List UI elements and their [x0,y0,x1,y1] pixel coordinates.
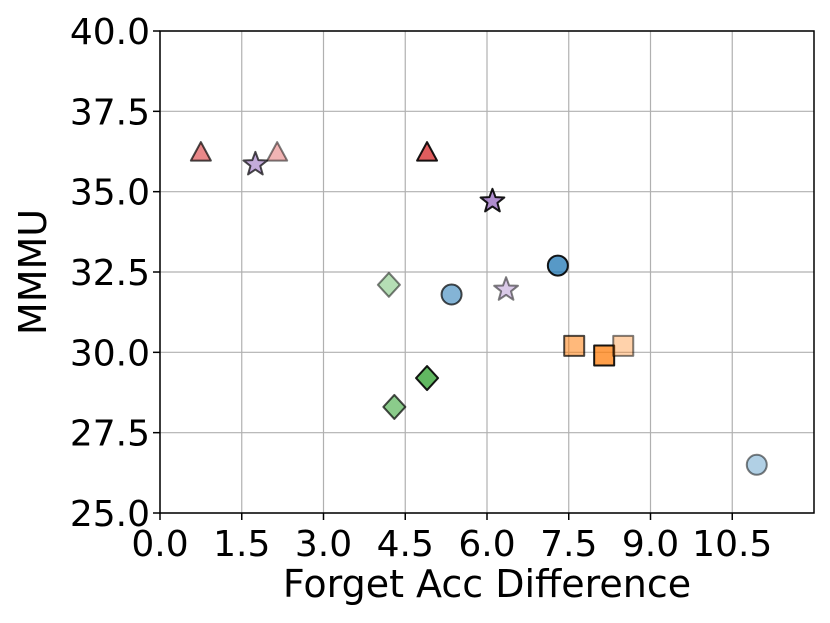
data-point-star [242,150,269,176]
data-points [189,141,768,476]
y-tick-label: 27.5 [70,414,150,455]
x-tick-label: 4.5 [377,524,434,565]
x-axis-label: Forget Acc Difference [283,562,691,606]
data-point-triangle [416,141,439,162]
data-point-diamond [415,365,440,392]
x-tick-label: 0.0 [131,524,188,565]
y-tick-label: 37.5 [70,92,150,133]
data-point-circle [745,453,768,476]
y-tick-label: 30.0 [70,333,150,374]
y-axis-label: MMMU [11,209,55,335]
data-point-star [479,187,506,213]
x-tick-label: 1.5 [213,524,270,565]
data-point-square [563,334,586,357]
data-point-circle [440,283,463,306]
data-point-circle [546,254,569,277]
x-tick-label: 9.0 [622,524,679,565]
x-tick-label: 6.0 [458,524,515,565]
x-tick-label: 3.0 [295,524,352,565]
y-tick-label: 25.0 [70,494,150,535]
data-point-star [493,276,519,301]
x-tick-label: 7.5 [540,524,597,565]
x-tick-label: 10.5 [692,524,772,565]
data-point-diamond [376,271,401,298]
data-point-triangle [189,141,212,162]
data-point-triangle [266,141,289,162]
grid [159,30,814,514]
y-tick-label: 35.0 [70,173,150,214]
y-axis-ticks: 25.0 27.5 30.0 32.5 35.0 37.5 40.0 [70,12,160,535]
y-tick-label: 40.0 [70,12,150,53]
y-tick-label: 32.5 [70,253,150,294]
data-point-square [593,344,616,367]
x-axis-ticks: 0.0 1.5 3.0 4.5 6.0 7.5 9.0 10.5 [131,513,772,565]
data-point-diamond [382,393,407,420]
data-point-square [612,334,635,357]
